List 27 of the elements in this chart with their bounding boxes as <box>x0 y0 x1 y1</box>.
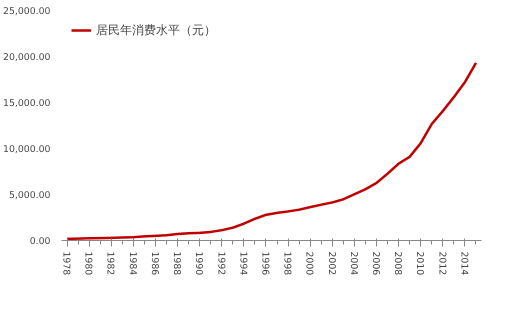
y-tick-label: 25,000.00 <box>3 6 51 17</box>
x-tick-label: 1998 <box>282 252 293 276</box>
x-tick-label: 1996 <box>259 252 270 276</box>
y-tick-label: 10,000.00 <box>3 144 51 155</box>
x-tick-label: 2002 <box>326 252 337 276</box>
x-tick-label: 1992 <box>215 252 226 276</box>
legend-label: 居民年消费水平（元） <box>96 22 216 38</box>
x-tick-label: 1986 <box>148 252 160 276</box>
x-tick-label: 1978 <box>60 252 72 276</box>
x-tick-label: 2010 <box>414 252 426 276</box>
x-tick-label: 2004 <box>348 252 359 276</box>
x-tick-label: 1994 <box>237 252 248 276</box>
x-tick-label: 2000 <box>304 252 315 276</box>
y-tick-label: 15,000.00 <box>3 98 51 109</box>
x-tick-label: 2012 <box>436 252 448 276</box>
x-tick-label: 1980 <box>82 252 94 276</box>
x-tick-label: 1990 <box>193 252 204 276</box>
x-tick-label: 2008 <box>392 252 404 276</box>
x-tick-label: 2006 <box>370 252 381 276</box>
x-tick-label: 2014 <box>458 252 470 276</box>
y-tick-label: 20,000.00 <box>3 52 51 63</box>
x-tick-label: 1982 <box>104 252 116 276</box>
y-tick-label: 0.00 <box>30 236 51 247</box>
x-tick-label: 1988 <box>171 252 182 276</box>
x-tick-label: 1984 <box>126 252 138 276</box>
y-tick-label: 5,000.00 <box>8 190 51 201</box>
line-series <box>66 62 478 240</box>
